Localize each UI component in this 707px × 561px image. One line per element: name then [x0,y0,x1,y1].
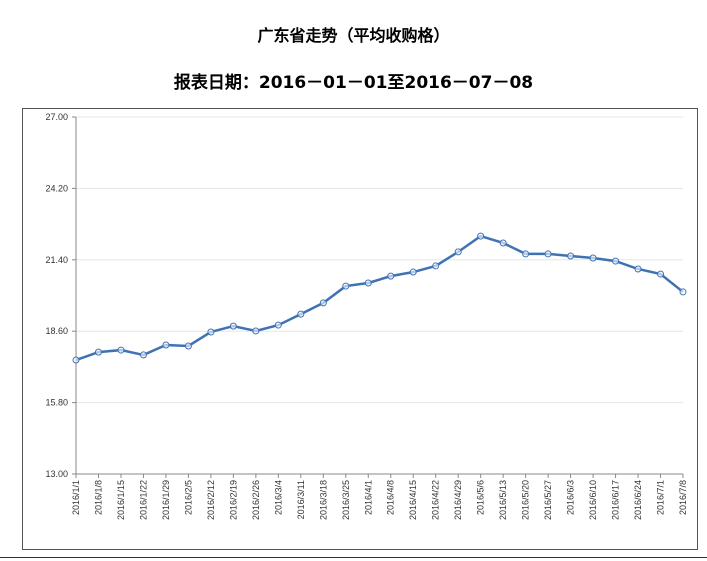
x-tick-label: 2016/3/18 [318,480,328,520]
x-tick-label: 2016/5/20 [521,480,531,520]
x-tick-label: 2016/3/11 [296,480,306,519]
data-point [657,270,665,278]
data-point [342,282,350,290]
data-point [319,299,327,307]
chart-frame [22,108,698,550]
data-point [499,239,507,247]
x-tick-label: 2016/1/8 [93,480,103,515]
y-tick-label: 15.80 [45,398,68,408]
x-tick-label: 2016/4/15 [408,480,418,520]
x-tick-label: 2016/4/29 [453,480,463,520]
x-tick-label: 2016/1/15 [116,480,126,520]
data-point [454,248,462,256]
x-tick-label: 2016/7/8 [678,480,688,515]
x-tick-label: 2016/2/12 [206,480,216,520]
data-point [162,341,170,349]
x-tick-label: 2016/1/1 [71,480,81,515]
x-tick-label: 2016/6/17 [611,480,621,520]
data-point [387,272,395,280]
chart-subtitle: 报表日期：2016－01－01至2016－07－08 [173,73,534,93]
x-tick-label: 2016/4/22 [431,480,441,520]
data-point [229,322,237,330]
x-tick-label: 2016/2/26 [251,480,261,520]
x-tick-label: 2016/6/3 [566,480,576,515]
data-point [207,328,215,336]
y-tick-label: 13.00 [45,469,68,479]
x-tick-label: 2016/1/29 [161,480,171,520]
data-point [139,351,147,359]
x-tick-label: 2016/1/22 [138,480,148,520]
y-tick-label: 24.20 [45,183,68,193]
y-tick-label: 27.00 [45,112,68,122]
series-line [75,234,684,362]
y-tick-label: 21.40 [45,255,68,265]
data-point [544,250,552,258]
divider [0,557,707,558]
data-point [679,288,687,296]
x-tick-label: 2016/2/5 [183,480,193,515]
data-point [432,262,440,270]
y-tick-label: 18.60 [45,326,68,336]
x-tick-label: 2016/7/1 [656,480,666,515]
data-point [589,254,597,262]
data-point [274,321,282,329]
x-tick-label: 2016/6/10 [588,480,598,520]
x-tick-label: 2016/5/6 [476,480,486,515]
data-point [117,346,125,354]
x-tick-label: 2016/2/19 [228,480,238,520]
data-point [522,250,530,258]
chart-title: 广东省走势（平均收购格） [257,26,450,45]
x-tick-label: 2016/3/4 [273,480,283,515]
data-point [612,257,620,265]
data-point [184,342,192,350]
x-tick-label: 2016/4/8 [386,480,396,515]
x-tick-label: 2016/4/1 [363,480,373,515]
data-point [72,356,80,364]
x-tick-label: 2016/5/13 [498,480,508,520]
data-point [567,252,575,260]
x-tick-label: 2016/6/24 [633,480,643,520]
data-point [252,327,260,335]
data-point [634,265,642,273]
data-point [297,310,305,318]
data-point [364,279,372,287]
data-point [409,268,417,276]
data-point [477,232,485,240]
x-tick-label: 2016/5/27 [543,480,553,520]
x-tick-label: 2016/3/25 [341,480,351,520]
data-point [94,348,102,356]
